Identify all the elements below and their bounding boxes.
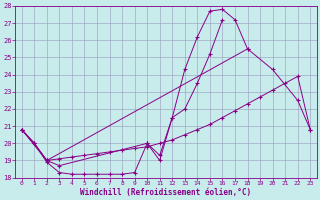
X-axis label: Windchill (Refroidissement éolien,°C): Windchill (Refroidissement éolien,°C) (80, 188, 252, 197)
